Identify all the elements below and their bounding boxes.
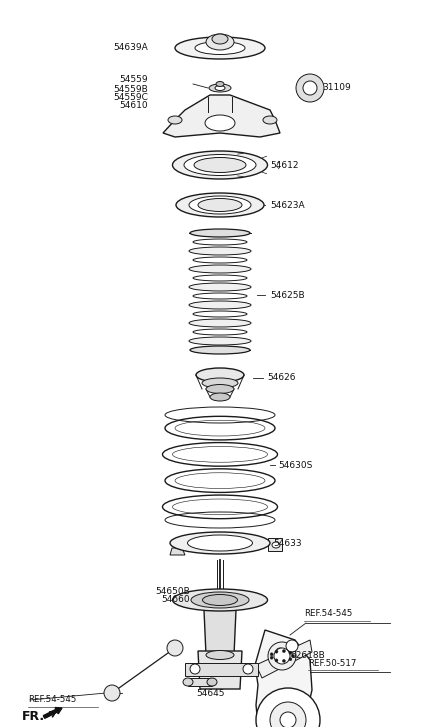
Ellipse shape [263, 116, 277, 124]
Ellipse shape [168, 116, 182, 124]
Text: REF.50-517: REF.50-517 [308, 659, 356, 669]
Circle shape [275, 650, 278, 653]
Ellipse shape [202, 378, 238, 388]
Polygon shape [268, 538, 282, 551]
Circle shape [104, 685, 120, 701]
Circle shape [289, 658, 292, 661]
Polygon shape [170, 548, 185, 555]
Ellipse shape [189, 283, 251, 291]
Circle shape [270, 656, 273, 659]
Ellipse shape [191, 592, 249, 608]
Text: 54623A: 54623A [270, 201, 304, 209]
Ellipse shape [184, 155, 256, 175]
Circle shape [243, 664, 253, 674]
Ellipse shape [205, 115, 235, 131]
Ellipse shape [195, 41, 245, 55]
Text: REF.54-545: REF.54-545 [28, 696, 77, 704]
Ellipse shape [189, 301, 251, 309]
Text: 54626: 54626 [267, 374, 295, 382]
Ellipse shape [190, 229, 250, 237]
Ellipse shape [175, 37, 265, 59]
Polygon shape [256, 640, 312, 678]
Ellipse shape [189, 247, 251, 255]
Ellipse shape [190, 346, 250, 354]
Ellipse shape [193, 329, 247, 335]
Polygon shape [188, 678, 212, 686]
Ellipse shape [189, 265, 251, 273]
Ellipse shape [194, 158, 246, 172]
Ellipse shape [206, 34, 234, 50]
FancyArrow shape [43, 707, 62, 718]
Circle shape [268, 642, 296, 670]
Circle shape [292, 654, 295, 657]
Polygon shape [204, 610, 236, 655]
Ellipse shape [172, 151, 267, 179]
Ellipse shape [272, 542, 280, 548]
Ellipse shape [207, 678, 217, 686]
Circle shape [283, 650, 286, 653]
Circle shape [276, 648, 284, 656]
Ellipse shape [187, 535, 252, 551]
Text: 54559B: 54559B [113, 84, 148, 94]
Circle shape [280, 712, 296, 727]
Text: 54610: 54610 [120, 102, 148, 111]
Text: FR.: FR. [22, 710, 45, 723]
Ellipse shape [212, 34, 228, 44]
Text: REF.54-545: REF.54-545 [304, 609, 352, 619]
Ellipse shape [203, 595, 237, 606]
Text: 54625B: 54625B [270, 291, 304, 300]
Text: 54630S: 54630S [278, 460, 312, 470]
Circle shape [289, 651, 292, 654]
Polygon shape [185, 663, 258, 676]
Text: 54639A: 54639A [113, 44, 148, 52]
Ellipse shape [189, 319, 251, 327]
Text: 54650B: 54650B [155, 587, 190, 595]
Ellipse shape [189, 196, 251, 214]
Circle shape [270, 653, 273, 656]
Circle shape [167, 640, 183, 656]
Ellipse shape [170, 532, 270, 554]
Text: 54645: 54645 [196, 688, 224, 697]
Text: 54660: 54660 [161, 595, 190, 604]
Polygon shape [255, 630, 312, 727]
Circle shape [303, 81, 317, 95]
Ellipse shape [193, 239, 247, 245]
Circle shape [286, 640, 298, 652]
Ellipse shape [196, 368, 244, 382]
Ellipse shape [210, 393, 230, 401]
Ellipse shape [216, 81, 224, 87]
Ellipse shape [189, 337, 251, 345]
Polygon shape [198, 651, 242, 689]
Ellipse shape [209, 84, 231, 92]
Ellipse shape [193, 257, 247, 263]
Circle shape [274, 648, 290, 664]
Circle shape [270, 702, 306, 727]
Circle shape [296, 74, 324, 102]
Text: 31109: 31109 [322, 84, 351, 92]
Circle shape [275, 659, 278, 662]
Ellipse shape [215, 86, 225, 90]
Ellipse shape [206, 385, 234, 393]
Text: 54559C: 54559C [113, 92, 148, 102]
Circle shape [190, 664, 200, 674]
Ellipse shape [198, 198, 242, 212]
Ellipse shape [183, 678, 193, 686]
Circle shape [283, 659, 286, 662]
Ellipse shape [206, 651, 234, 659]
Text: 54633: 54633 [273, 539, 301, 547]
Ellipse shape [172, 589, 267, 611]
Polygon shape [163, 95, 280, 137]
Circle shape [256, 688, 320, 727]
Ellipse shape [193, 311, 247, 317]
Text: 62618B: 62618B [290, 651, 325, 661]
Text: 54612: 54612 [270, 161, 298, 169]
Ellipse shape [193, 293, 247, 299]
Ellipse shape [193, 275, 247, 281]
Ellipse shape [176, 193, 264, 217]
Text: 54559: 54559 [120, 76, 148, 84]
